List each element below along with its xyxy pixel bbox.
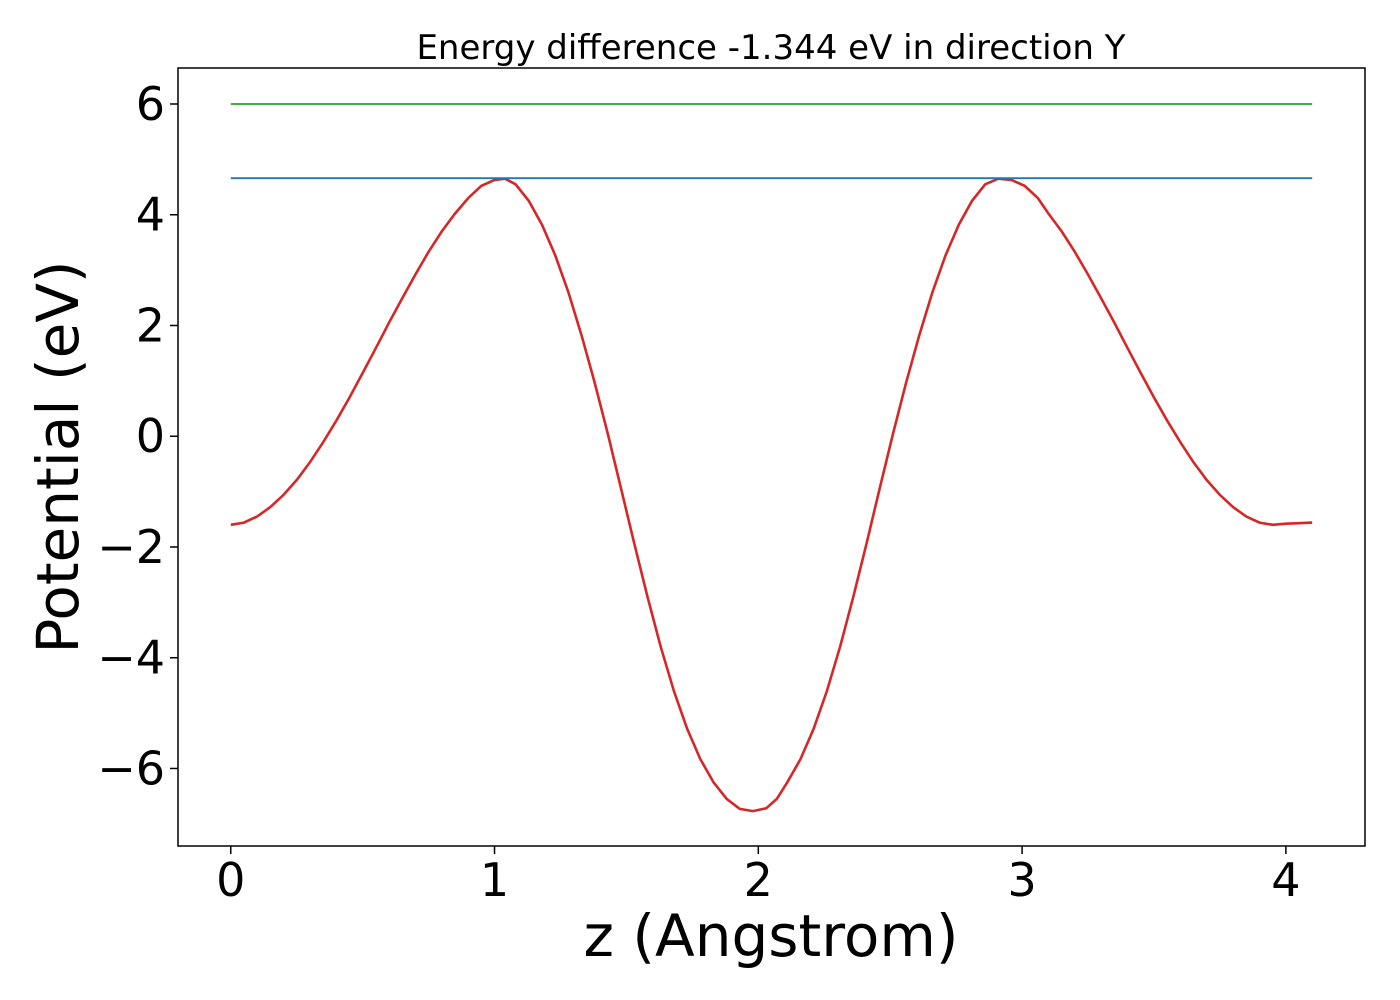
x-tick-label: 3 (1007, 853, 1036, 907)
plot-frame (177, 67, 1366, 847)
x-axis-ticks: 0 1 2 3 4 (216, 846, 1301, 907)
y-tick-label: −6 (97, 741, 165, 795)
y-tick-label: 4 (136, 188, 165, 242)
x-tick-label: 2 (744, 853, 773, 907)
y-axis-label: Potential (eV) (24, 260, 92, 653)
chart-title: Energy difference -1.344 eV in direction… (416, 28, 1125, 68)
y-tick-label: −2 (97, 520, 165, 574)
x-tick-label: 4 (1271, 853, 1300, 907)
y-axis-ticks: −6 −4 −2 0 2 4 6 (97, 77, 178, 795)
y-tick-label: 2 (136, 298, 165, 352)
series-layer (230, 103, 1313, 813)
series-line-1 (230, 177, 1313, 813)
y-tick-label: 6 (136, 77, 165, 131)
y-tick-label: −4 (97, 631, 165, 685)
y-tick-label: 0 (136, 409, 165, 463)
x-axis-label: z (Angstrom) (584, 902, 959, 970)
x-tick-label: 1 (480, 853, 509, 907)
x-tick-label: 0 (216, 853, 245, 907)
